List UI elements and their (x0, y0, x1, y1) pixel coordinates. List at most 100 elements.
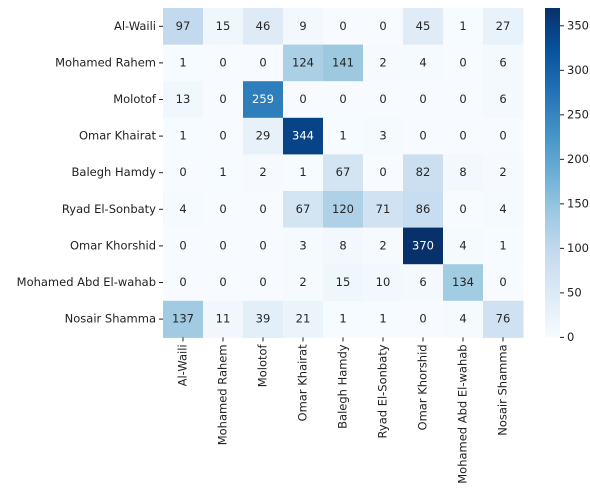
cell-label: 0 (259, 238, 266, 252)
cell-label: 8 (339, 238, 346, 252)
cell (323, 300, 364, 338)
colorbar-tick-label: 250 (567, 107, 589, 121)
cell (443, 117, 484, 155)
cell-label: 2 (259, 165, 266, 179)
cell (443, 8, 484, 46)
row-label: Al-Waili (114, 19, 156, 33)
cell-label: 2 (379, 238, 386, 252)
cell (283, 191, 324, 229)
cell (203, 154, 244, 192)
cell-label: 6 (499, 92, 506, 106)
cell (323, 191, 364, 229)
cell-label: 0 (219, 202, 226, 216)
cell-label: 0 (379, 19, 386, 33)
cell (403, 191, 444, 229)
cell-label: 0 (419, 92, 426, 106)
cell-label: 0 (459, 92, 466, 106)
cell-label: 0 (339, 19, 346, 33)
cell-label: 82 (416, 165, 431, 179)
cell-label: 27 (496, 19, 511, 33)
cell (363, 264, 404, 302)
cell (363, 44, 404, 82)
cell (443, 81, 484, 119)
cell-label: 0 (459, 129, 466, 143)
cell (283, 300, 324, 338)
column-label: Mohamed Abd El-wahab (456, 344, 470, 483)
cell-label: 2 (499, 165, 506, 179)
cell (323, 44, 364, 82)
cell (163, 264, 204, 302)
cell-label: 0 (499, 275, 506, 289)
cell-label: 76 (496, 312, 511, 326)
cell (443, 154, 484, 192)
row-label: Ryad El-Sonbaty (62, 202, 156, 216)
cell-label: 3 (299, 238, 306, 252)
column-label: Mohamed Rahem (216, 344, 230, 445)
cell (283, 117, 324, 155)
cell (203, 44, 244, 82)
cell-label: 4 (499, 202, 506, 216)
cell (243, 300, 284, 338)
cell-label: 0 (219, 55, 226, 69)
cell (283, 44, 324, 82)
cell (203, 81, 244, 119)
cell (403, 8, 444, 46)
cell (323, 117, 364, 155)
cell-label: 0 (219, 238, 226, 252)
cell (443, 227, 484, 265)
cell-label: 124 (292, 55, 314, 69)
colorbar-tick-label: 200 (567, 152, 589, 166)
column-label: Omar Khorshid (416, 344, 430, 430)
cell (163, 44, 204, 82)
cell (163, 8, 204, 46)
cell (443, 191, 484, 229)
cell (483, 8, 524, 46)
cell (243, 44, 284, 82)
cell-label: 4 (459, 238, 466, 252)
cell (363, 154, 404, 192)
cell-label: 0 (179, 238, 186, 252)
cell (483, 227, 524, 265)
cell (403, 81, 444, 119)
cell-label: 13 (176, 92, 191, 106)
cell (403, 264, 444, 302)
column-label: Ryad El-Sonbaty (376, 344, 390, 438)
cell-label: 8 (459, 165, 466, 179)
row-label: Omar Khorshid (70, 238, 156, 252)
column-label: Molotof (256, 343, 270, 387)
cell (403, 300, 444, 338)
cell-label: 2 (299, 275, 306, 289)
cell-label: 0 (219, 129, 226, 143)
cell (363, 8, 404, 46)
cell (483, 191, 524, 229)
colorbar-tick-label: 300 (567, 63, 589, 77)
cell-label: 1 (459, 19, 466, 33)
cell (203, 300, 244, 338)
cell (163, 117, 204, 155)
cell (363, 117, 404, 155)
cell (363, 300, 404, 338)
cell (483, 44, 524, 82)
cell (163, 154, 204, 192)
row-label: Mohamed Abd El-wahab (17, 275, 156, 289)
cell (443, 300, 484, 338)
colorbar-tick-label: 150 (567, 196, 589, 210)
cell-label: 134 (452, 275, 474, 289)
cell-label: 1 (339, 312, 346, 326)
cell-label: 141 (332, 55, 354, 69)
cell (323, 81, 364, 119)
cell (483, 154, 524, 192)
cell-label: 2 (379, 55, 386, 69)
cell-label: 45 (416, 19, 431, 33)
cell-label: 6 (419, 275, 426, 289)
cell-label: 0 (419, 129, 426, 143)
cell-label: 1 (379, 312, 386, 326)
cell (403, 44, 444, 82)
row-label: Nosair Shamma (65, 312, 156, 326)
colorbar (545, 8, 560, 338)
cell (243, 8, 284, 46)
row-label: Molotof (113, 92, 157, 106)
cell-label: 67 (296, 202, 311, 216)
cell (283, 154, 324, 192)
